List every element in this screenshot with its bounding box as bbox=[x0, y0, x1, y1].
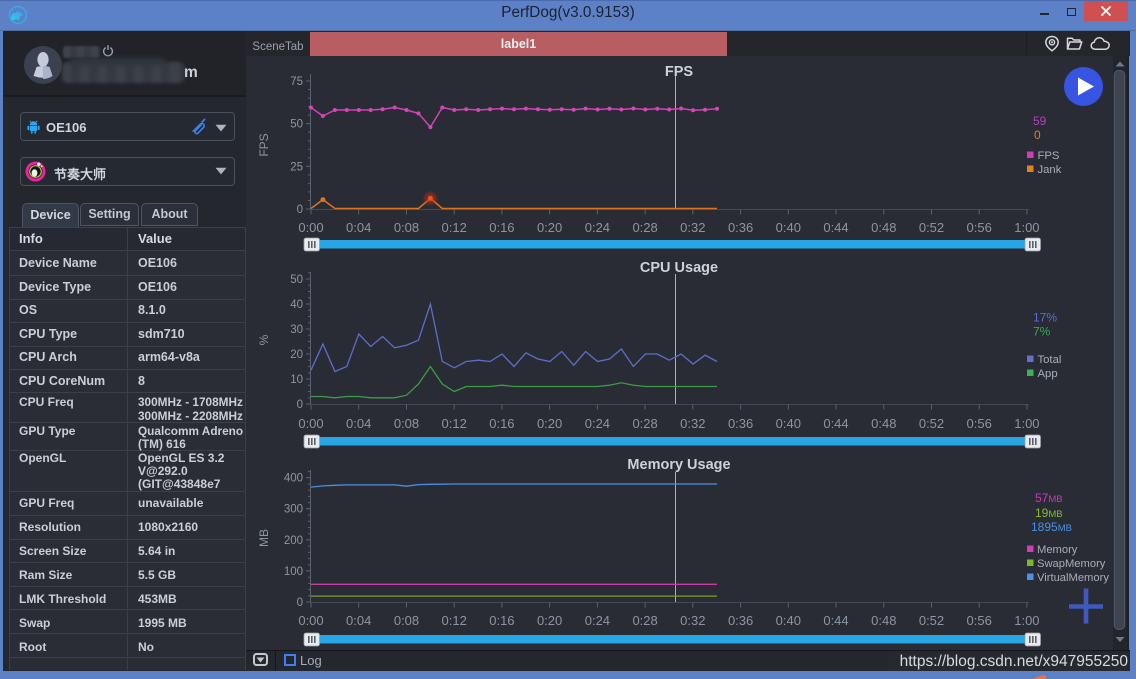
svg-text:17%: 17% bbox=[1033, 311, 1057, 325]
svg-text:0:36: 0:36 bbox=[728, 613, 753, 628]
svg-text:0:04: 0:04 bbox=[346, 613, 371, 628]
svg-text:75: 75 bbox=[290, 76, 303, 88]
svg-text:19MB: 19MB bbox=[1035, 506, 1063, 520]
svg-text:30: 30 bbox=[290, 324, 303, 336]
svg-text:300: 300 bbox=[284, 504, 303, 516]
svg-text:25: 25 bbox=[290, 161, 303, 173]
svg-text:0:32: 0:32 bbox=[680, 416, 705, 431]
svg-text:0:24: 0:24 bbox=[585, 416, 610, 431]
svg-text:0:48: 0:48 bbox=[871, 416, 896, 431]
svg-text:VirtualMemory: VirtualMemory bbox=[1037, 572, 1109, 584]
svg-text:0:08: 0:08 bbox=[394, 416, 419, 431]
svg-text:59: 59 bbox=[1033, 114, 1047, 128]
svg-text:0:20: 0:20 bbox=[537, 220, 562, 235]
svg-text:57MB: 57MB bbox=[1035, 491, 1063, 505]
svg-text:7%: 7% bbox=[1033, 325, 1051, 339]
svg-text:0:32: 0:32 bbox=[680, 613, 705, 628]
svg-text:0: 0 bbox=[297, 597, 303, 609]
svg-text:0:52: 0:52 bbox=[919, 613, 944, 628]
svg-text:0:20: 0:20 bbox=[537, 613, 562, 628]
svg-text:Memory Usage: Memory Usage bbox=[627, 457, 730, 473]
svg-text:0:24: 0:24 bbox=[585, 220, 610, 235]
svg-text:0:00: 0:00 bbox=[298, 220, 323, 235]
svg-text:0:12: 0:12 bbox=[442, 416, 467, 431]
svg-text:0:44: 0:44 bbox=[823, 416, 848, 431]
svg-text:0:52: 0:52 bbox=[919, 220, 944, 235]
svg-text:0: 0 bbox=[1034, 128, 1041, 142]
svg-text:Jank: Jank bbox=[1038, 164, 1062, 176]
svg-text:100: 100 bbox=[284, 566, 303, 578]
svg-text:1895MB: 1895MB bbox=[1031, 520, 1072, 534]
svg-text:0: 0 bbox=[297, 399, 303, 411]
svg-text:50: 50 bbox=[290, 119, 303, 131]
svg-text:200: 200 bbox=[284, 535, 303, 547]
svg-text:SwapMemory: SwapMemory bbox=[1037, 558, 1106, 570]
svg-text:0:40: 0:40 bbox=[776, 220, 801, 235]
svg-text:0:28: 0:28 bbox=[632, 416, 657, 431]
svg-text:50: 50 bbox=[290, 274, 303, 286]
svg-text:0:08: 0:08 bbox=[394, 613, 419, 628]
svg-text:MB: MB bbox=[257, 529, 271, 547]
svg-text:FPS: FPS bbox=[665, 64, 694, 80]
svg-text:1:00: 1:00 bbox=[1014, 613, 1039, 628]
svg-text:Total: Total bbox=[1038, 354, 1062, 366]
svg-text:0:16: 0:16 bbox=[489, 220, 514, 235]
svg-text:0:44: 0:44 bbox=[823, 613, 848, 628]
svg-text:0:56: 0:56 bbox=[967, 416, 992, 431]
svg-text:0:48: 0:48 bbox=[871, 220, 896, 235]
svg-text:0:28: 0:28 bbox=[632, 613, 657, 628]
svg-text:0:56: 0:56 bbox=[967, 220, 992, 235]
svg-text:Memory: Memory bbox=[1037, 544, 1078, 556]
svg-text:0:04: 0:04 bbox=[346, 416, 371, 431]
svg-text:CPU Usage: CPU Usage bbox=[640, 260, 718, 276]
svg-text:0:40: 0:40 bbox=[776, 416, 801, 431]
svg-text:App: App bbox=[1038, 368, 1058, 380]
svg-text:FPS: FPS bbox=[1038, 150, 1060, 162]
svg-text:0:48: 0:48 bbox=[871, 613, 896, 628]
svg-text:0:08: 0:08 bbox=[394, 220, 419, 235]
svg-text:0:44: 0:44 bbox=[823, 220, 848, 235]
svg-text:0:16: 0:16 bbox=[489, 416, 514, 431]
svg-text:10: 10 bbox=[290, 374, 303, 386]
svg-text:20: 20 bbox=[290, 349, 303, 361]
svg-text:0:36: 0:36 bbox=[728, 416, 753, 431]
svg-text:1:00: 1:00 bbox=[1014, 416, 1039, 431]
svg-text:0:16: 0:16 bbox=[489, 613, 514, 628]
svg-text:0:28: 0:28 bbox=[632, 220, 657, 235]
svg-text:0:36: 0:36 bbox=[728, 220, 753, 235]
svg-text:0:00: 0:00 bbox=[298, 416, 323, 431]
svg-text:FPS: FPS bbox=[257, 133, 271, 156]
svg-text:0:52: 0:52 bbox=[919, 416, 944, 431]
svg-text:400: 400 bbox=[284, 473, 303, 485]
svg-text:0:32: 0:32 bbox=[680, 220, 705, 235]
svg-text:0:12: 0:12 bbox=[442, 220, 467, 235]
svg-text:0:24: 0:24 bbox=[585, 613, 610, 628]
svg-text:1:00: 1:00 bbox=[1014, 220, 1039, 235]
svg-text:0:20: 0:20 bbox=[537, 416, 562, 431]
svg-text:0:40: 0:40 bbox=[776, 613, 801, 628]
svg-text:0:56: 0:56 bbox=[967, 613, 992, 628]
svg-text:0:12: 0:12 bbox=[442, 613, 467, 628]
svg-text:%: % bbox=[257, 334, 271, 345]
svg-text:0: 0 bbox=[297, 204, 303, 216]
svg-text:0:00: 0:00 bbox=[298, 613, 323, 628]
svg-text:0:04: 0:04 bbox=[346, 220, 371, 235]
svg-text:40: 40 bbox=[290, 299, 303, 311]
